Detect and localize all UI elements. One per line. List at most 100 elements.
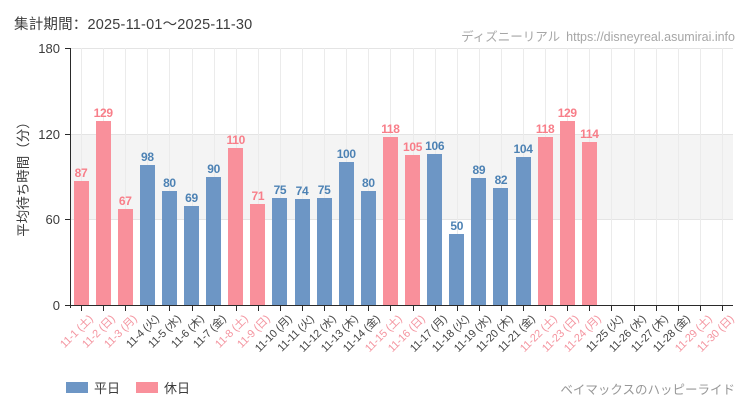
vertical-gridline (125, 48, 127, 305)
legend-item-weekday: 平日 (66, 378, 120, 397)
y-axis-tick-label: 0 (52, 298, 60, 313)
x-axis-tick (81, 306, 83, 311)
weekday-bar (338, 162, 354, 305)
x-axis-tick (589, 306, 591, 311)
bar-value-label: 129 (557, 105, 577, 120)
x-axis-tick (611, 306, 613, 311)
y-axis-tick (65, 219, 70, 221)
weekday-bar (493, 187, 509, 305)
legend: 平日 休日 (66, 378, 190, 397)
bar-value-label: 87 (74, 165, 88, 180)
x-axis-tick (213, 306, 215, 311)
bar-value-label: 82 (494, 172, 508, 187)
bar-value-label: 110 (226, 132, 246, 147)
weekday-bar (161, 190, 177, 305)
x-axis-tick (633, 306, 635, 311)
weekday-bar (449, 233, 465, 305)
vertical-gridline (500, 48, 502, 305)
bar-value-label: 105 (402, 140, 423, 155)
holiday-swatch-icon (136, 382, 159, 393)
y-axis-tick (65, 133, 70, 135)
bar-value-label: 67 (118, 194, 132, 209)
y-axis-tick-label: 180 (38, 41, 60, 56)
vertical-gridline (478, 48, 480, 305)
bar-value-label: 106 (425, 138, 445, 153)
y-axis-tick-label: 120 (38, 126, 60, 142)
weekday-bar (272, 197, 288, 305)
x-axis-tick (169, 306, 171, 311)
bar-value-label: 104 (513, 141, 533, 156)
y-axis-tick (65, 48, 70, 49)
x-axis-tick (655, 306, 657, 311)
attraction-name: ベイマックスのハッピーライド (560, 383, 735, 397)
x-axis-tick (677, 306, 679, 311)
x-axis-tick (191, 306, 193, 311)
bar-value-label: 129 (93, 105, 113, 120)
x-axis-tick (545, 306, 547, 311)
bar-value-label: 98 (140, 150, 154, 165)
source-url: https://disneyreal.asumirai.info (566, 30, 735, 44)
vertical-gridline (368, 48, 370, 305)
x-axis-tick (500, 306, 502, 311)
vertical-gridline (279, 48, 281, 305)
x-axis-tick (699, 306, 701, 311)
bar-value-label: 118 (381, 121, 400, 136)
holiday-bar (95, 120, 111, 305)
x-axis-tick (257, 306, 259, 311)
x-axis-tick (478, 306, 480, 311)
bar-value-label: 80 (163, 175, 176, 190)
weekday-bar (471, 177, 487, 305)
x-axis-tick (523, 306, 525, 311)
vertical-gridline (324, 48, 326, 305)
horizontal-gridline (70, 48, 733, 49)
vertical-gridline (257, 48, 259, 305)
x-axis-tick (456, 306, 458, 311)
vertical-gridline (169, 48, 171, 305)
x-axis-tick (390, 306, 392, 311)
horizontal-gridline (70, 219, 733, 221)
vertical-gridline (191, 48, 193, 305)
holiday-bar (117, 209, 133, 305)
weekday-bar (515, 156, 531, 305)
x-axis-tick (721, 306, 723, 311)
bar-value-label: 89 (472, 162, 486, 177)
vertical-gridline (302, 48, 304, 305)
bar-value-label: 80 (361, 175, 375, 190)
weekday-bar (316, 197, 332, 305)
weekday-bar (294, 199, 310, 305)
aggregation-period-title: 集計期間：2025-11-01～2025-11-30 (14, 17, 253, 33)
vertical-gridline (633, 48, 635, 305)
vertical-gridline (611, 48, 613, 305)
weekday-bar (206, 176, 222, 305)
bar-value-label: 75 (273, 182, 287, 197)
bar-value-label: 75 (317, 182, 331, 197)
x-axis-tick (235, 306, 237, 311)
source-brand: ディズニーリアル (461, 30, 561, 44)
source-attribution: ディズニーリアル https://disneyreal.asumirai.info (461, 26, 735, 45)
y-axis-tick (65, 305, 70, 306)
bar-value-label: 114 (580, 127, 599, 142)
holiday-bar (228, 147, 244, 305)
holiday-bar (537, 136, 553, 305)
x-axis-tick (412, 306, 414, 311)
y-axis-line (70, 48, 71, 308)
holiday-bar (73, 180, 89, 305)
legend-label-weekday: 平日 (94, 381, 121, 396)
weekday-bar (427, 153, 443, 305)
bar-value-label: 69 (185, 191, 198, 206)
x-axis-tick (302, 306, 304, 311)
bar-value-label: 74 (295, 184, 309, 199)
holiday-bar (250, 203, 266, 305)
x-axis-line (70, 305, 733, 306)
x-axis-tick (103, 306, 105, 311)
bar-value-label: 71 (251, 188, 265, 203)
shaded-band (70, 133, 733, 220)
weekday-bar (360, 190, 376, 305)
holiday-bar (581, 142, 597, 305)
vertical-gridline (81, 48, 83, 305)
y-axis-tick-label: 60 (45, 212, 60, 228)
bar-value-label: 50 (450, 218, 464, 233)
x-axis-tick (434, 306, 436, 311)
x-axis-tick (125, 306, 127, 311)
